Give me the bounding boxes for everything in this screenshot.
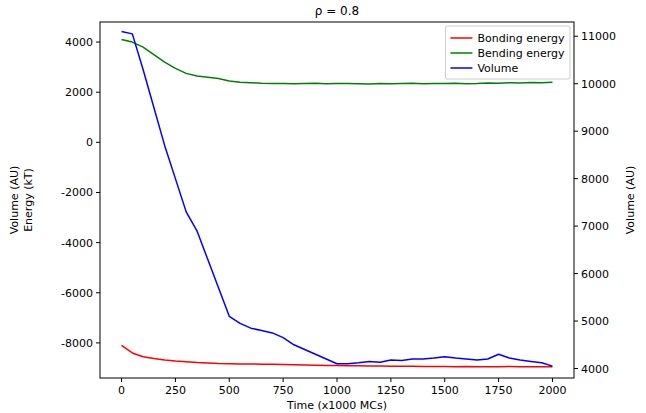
x-tick bbox=[337, 378, 338, 382]
y-tick-label: -6000 bbox=[61, 287, 93, 300]
y2-tick-label: 8000 bbox=[581, 173, 609, 186]
y-tick-label: 4000 bbox=[65, 36, 93, 49]
y2-tick bbox=[574, 83, 578, 84]
y2-tick bbox=[574, 178, 578, 179]
x-tick-label: 0 bbox=[118, 384, 125, 397]
x-tick bbox=[229, 378, 230, 382]
y2-tick bbox=[574, 368, 578, 369]
x-tick-label: 750 bbox=[273, 384, 294, 397]
legend-swatch bbox=[450, 67, 472, 69]
x-axis-title: Time (x1000 MCs) bbox=[286, 399, 387, 412]
y-tick-label: 0 bbox=[86, 136, 93, 149]
x-tick-label: 2000 bbox=[538, 384, 566, 397]
x-tick-label: 1500 bbox=[431, 384, 459, 397]
x-tick bbox=[390, 378, 391, 382]
y-tick bbox=[96, 142, 100, 143]
x-tick bbox=[498, 378, 499, 382]
legend-label: Bonding energy bbox=[477, 32, 565, 45]
plot-lines bbox=[122, 31, 553, 366]
plot-frame bbox=[100, 22, 574, 378]
y2-tick bbox=[574, 273, 578, 274]
y2-tick-label: 11000 bbox=[581, 30, 616, 43]
y-tick-label: -4000 bbox=[61, 237, 93, 250]
series-line bbox=[122, 31, 553, 366]
x-tick bbox=[175, 378, 176, 382]
x-tick bbox=[444, 378, 445, 382]
title: ρ = 0.8 bbox=[315, 4, 359, 18]
x-tick-label: 250 bbox=[165, 384, 186, 397]
y2-tick bbox=[574, 36, 578, 37]
y-tick bbox=[96, 292, 100, 293]
y-tick bbox=[96, 42, 100, 43]
y-tick bbox=[96, 92, 100, 93]
x-tick-label: 1750 bbox=[485, 384, 513, 397]
y-tick-label: -2000 bbox=[61, 186, 93, 199]
x-tick bbox=[552, 378, 553, 382]
y-tick-label: 2000 bbox=[65, 86, 93, 99]
y2-tick bbox=[574, 321, 578, 322]
y-tick bbox=[96, 242, 100, 243]
legend-swatch bbox=[450, 37, 472, 39]
x-tick-label: 1000 bbox=[323, 384, 351, 397]
x-tick bbox=[283, 378, 284, 382]
y2-tick-label: 5000 bbox=[581, 315, 609, 328]
y2-axis-title: Volume (AU) bbox=[624, 166, 637, 235]
legend-label: Bending energy bbox=[477, 47, 565, 60]
y2-tick bbox=[574, 226, 578, 227]
y2-tick-label: 6000 bbox=[581, 268, 609, 281]
y-axis-title: Volume (AU) bbox=[8, 166, 21, 235]
x-tick bbox=[121, 378, 122, 382]
y-tick bbox=[96, 192, 100, 193]
legend: Bonding energy Bending energy Volume bbox=[445, 26, 570, 79]
y2-tick-label: 7000 bbox=[581, 220, 609, 233]
chart: ρ = 0.8 0 250 500 750 1000 1250 1500 1750 2000 -80… bbox=[0, 0, 646, 413]
y-tick-label: -8000 bbox=[61, 337, 93, 350]
y-tick bbox=[96, 342, 100, 343]
y2-tick bbox=[574, 131, 578, 132]
y2-tick-label: 4000 bbox=[581, 363, 609, 376]
legend-box bbox=[445, 26, 570, 79]
x-tick-label: 500 bbox=[219, 384, 240, 397]
y2-tick-label: 10000 bbox=[581, 78, 616, 91]
y2-tick-label: 9000 bbox=[581, 125, 609, 138]
x-tick-label: 1250 bbox=[377, 384, 405, 397]
y-axis-title: Energy (kT) bbox=[22, 168, 35, 232]
legend-label: Volume bbox=[477, 62, 518, 75]
legend-swatch bbox=[450, 52, 472, 54]
